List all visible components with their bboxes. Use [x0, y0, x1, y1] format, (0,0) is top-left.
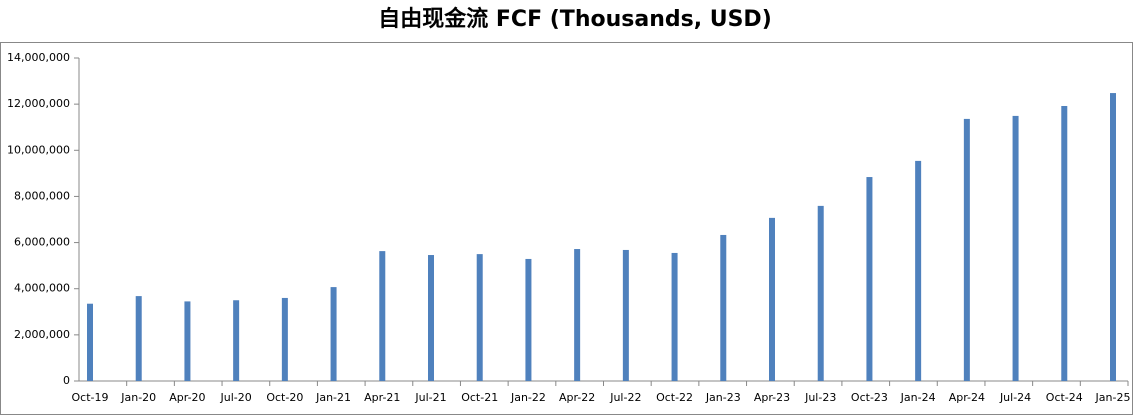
x-tick-label: Oct-23 [851, 391, 888, 404]
x-tick-label: Jan-20 [120, 391, 156, 404]
x-tick-label: Jan-23 [705, 391, 741, 404]
x-tick-label: Apr-23 [754, 391, 790, 404]
chart-border [0, 42, 1133, 415]
bar [671, 252, 678, 381]
x-tick-label: Oct-19 [72, 391, 109, 404]
chart-title: 自由现金流 FCF (Thousands, USD) [378, 6, 772, 32]
x-tick-label: Jan-21 [315, 391, 351, 404]
bar [769, 217, 775, 381]
y-tick-label: 8,000,000 [14, 189, 70, 202]
y-tick-label: 0 [63, 374, 70, 387]
x-tick-label: Apr-22 [559, 391, 595, 404]
x-tick-label: Oct-21 [461, 391, 498, 404]
bar [1110, 93, 1116, 381]
bar [233, 300, 240, 381]
y-tick-label: 4,000,000 [14, 282, 70, 295]
x-tick-label: Apr-24 [949, 391, 985, 404]
x-tick-label: Apr-20 [169, 391, 205, 404]
bar [87, 303, 93, 381]
x-tick-label: Oct-20 [266, 391, 303, 404]
bar [574, 249, 581, 381]
bar [866, 177, 873, 381]
bar [428, 255, 434, 381]
bar [915, 160, 922, 381]
x-tick-label: Jul-20 [220, 391, 252, 404]
bar [330, 287, 337, 381]
y-tick-label: 12,000,000 [7, 97, 70, 110]
bar [135, 296, 142, 381]
y-tick-label: 14,000,000 [7, 51, 70, 64]
bar [379, 251, 386, 381]
x-tick-label: Jul-22 [609, 391, 641, 404]
x-tick-label: Jul-21 [414, 391, 446, 404]
bar [720, 234, 727, 381]
bar [817, 205, 824, 381]
x-tick-label: Jan-25 [1095, 391, 1131, 404]
x-tick-label: Jul-23 [804, 391, 836, 404]
x-tick-label: Jan-24 [900, 391, 936, 404]
x-tick-label: Oct-22 [656, 391, 693, 404]
y-tick-label: 10,000,000 [7, 143, 70, 156]
bar [1012, 115, 1019, 381]
bar [622, 249, 629, 381]
bar [525, 258, 532, 381]
x-tick-label: Jul-24 [999, 391, 1031, 404]
bar [1061, 105, 1068, 381]
x-tick-label: Jan-22 [510, 391, 546, 404]
y-tick-label: 6,000,000 [14, 236, 70, 249]
x-tick-label: Apr-21 [364, 391, 400, 404]
bar [476, 254, 483, 381]
bar [281, 297, 288, 381]
bar [963, 118, 970, 381]
x-tick-label: Oct-24 [1046, 391, 1083, 404]
y-tick-label: 2,000,000 [14, 328, 70, 341]
bar [184, 301, 191, 381]
